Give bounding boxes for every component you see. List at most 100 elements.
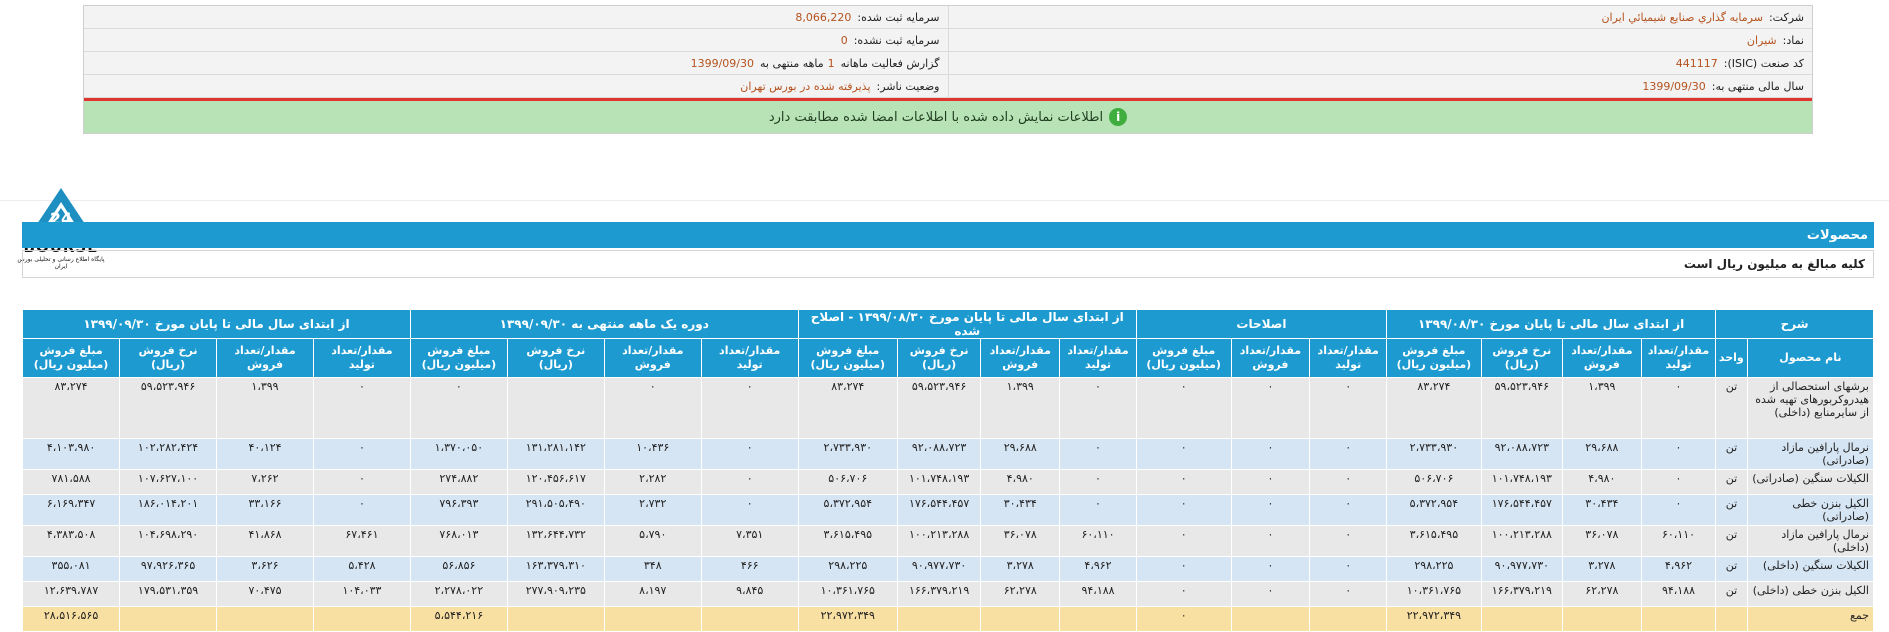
table-cell: ۱۰،۳۶۱،۷۶۵ bbox=[797, 581, 898, 607]
total-cell: ۰ bbox=[1135, 606, 1232, 632]
table-cell: ۴،۱۰۳،۹۸۰ bbox=[21, 438, 121, 470]
table-cell: ۵۰۶،۷۰۶ bbox=[797, 469, 898, 495]
table-cell: ۶۷،۴۶۱ bbox=[312, 525, 411, 557]
total-cell: ۲۸،۵۱۶،۵۶۵ bbox=[21, 606, 121, 632]
total-cell bbox=[216, 606, 314, 632]
amount-note: کلیه مبالغ به میلیون ریال است bbox=[22, 250, 1874, 278]
table-cell: ۳۰،۴۳۴ bbox=[980, 494, 1061, 526]
table-cell: ۲۹۸،۲۲۵ bbox=[1386, 556, 1482, 582]
table-cell: ۰ bbox=[1230, 377, 1311, 439]
table-cell: ۵۹،۵۲۳،۹۴۶ bbox=[119, 377, 218, 439]
table-cell: ۷،۲۶۲ bbox=[216, 469, 314, 495]
table-cell: تن bbox=[1715, 377, 1748, 439]
table-cell: ۴،۹۶۲ bbox=[1059, 556, 1137, 582]
table-cell: ۰ bbox=[1640, 438, 1717, 470]
isic-value: 441117 bbox=[1675, 56, 1718, 70]
table-cell: ۱۳۱،۲۸۱،۱۴۲ bbox=[506, 438, 605, 470]
table-cell: ۱،۳۹۹ bbox=[216, 377, 314, 439]
table-cell: ۰ bbox=[1230, 581, 1311, 607]
table-cell: ۰ bbox=[1309, 581, 1388, 607]
table-cell: ۰ bbox=[1135, 377, 1232, 439]
total-cell bbox=[119, 606, 218, 632]
total-cell bbox=[1561, 606, 1642, 632]
col-header: مبلغ فروش (میلیون ریال) bbox=[21, 338, 121, 378]
col-header: واحد bbox=[1715, 338, 1748, 378]
table-cell: ۰ bbox=[1059, 438, 1137, 470]
table-cell: ۵،۳۷۲،۹۵۴ bbox=[797, 494, 898, 526]
table-cell: ۱۲،۶۳۹،۷۸۷ bbox=[21, 581, 121, 607]
total-cell: ۲۲،۹۷۲،۳۴۹ bbox=[797, 606, 898, 632]
unregistered-capital-value: 0 bbox=[840, 33, 848, 47]
col-header: مبلغ فروش (میلیون ریال) bbox=[797, 338, 898, 378]
fiscal-year-value: 1399/09/30 bbox=[1642, 79, 1706, 93]
product-name-cell: الکیلات سنگین (صادراتی) bbox=[1746, 469, 1875, 495]
table-row: نرمال پارافین مازاد (داخلی) تن ۶۰،۱۱۰ ۳۶،۰۷… bbox=[21, 525, 1875, 557]
table-cell: ۱۲۰،۴۵۶،۶۱۷ bbox=[506, 469, 605, 495]
col-header: نرخ فروش (ریال) bbox=[119, 338, 218, 378]
table-cell: ۱۰۰،۲۱۳،۲۸۸ bbox=[896, 525, 982, 557]
table-cell: ۰ bbox=[700, 469, 799, 495]
col-header: نرخ فروش (ریال) bbox=[1480, 338, 1563, 378]
total-cell bbox=[506, 606, 605, 632]
product-name-cell: الکیلات سنگین (داخلی) bbox=[1746, 556, 1875, 582]
table-cell: ۴،۹۶۲ bbox=[1640, 556, 1717, 582]
table-cell: ۳۳،۱۶۶ bbox=[216, 494, 314, 526]
info-icon: i bbox=[1109, 108, 1128, 126]
product-name-cell: الکیل بنزن خطی (داخلی) bbox=[1746, 581, 1875, 607]
table-cell: ۰ bbox=[1135, 469, 1232, 495]
symbol-value[interactable]: شيران bbox=[1746, 33, 1777, 47]
table-cell: ۰ bbox=[1059, 469, 1137, 495]
table-cell: ۷۸۱،۵۸۸ bbox=[21, 469, 121, 495]
table-row: نرمال پارافین مازاد (صادراتی) تن ۰ ۲۹،۶۸۸ ۹۲… bbox=[21, 438, 1875, 470]
table-cell: ۵۹،۵۲۳،۹۴۶ bbox=[896, 377, 982, 439]
table-cell: ۰ bbox=[603, 377, 702, 439]
table-cell: ۹۰،۹۷۷،۷۳۰ bbox=[896, 556, 982, 582]
company-name[interactable]: سرمايه گذاري صنايع شيميائي ايران bbox=[1601, 10, 1763, 24]
table-cell: ۰ bbox=[1230, 469, 1311, 495]
total-cell bbox=[603, 606, 702, 632]
table-cell: ۰ bbox=[312, 469, 411, 495]
report-mid: ماهه منتهی به bbox=[759, 56, 824, 70]
table-cell: ۴۱،۸۶۸ bbox=[216, 525, 314, 557]
table-cell: ۱،۳۹۹ bbox=[1561, 377, 1642, 439]
table-cell: ۸۳،۲۷۴ bbox=[1386, 377, 1482, 439]
unregistered-capital-label: سرمايه ثبت نشده: bbox=[853, 33, 940, 47]
publisher-status-value: پذيرفته شده در بورس تهران bbox=[740, 79, 871, 93]
table-cell: ۳۶،۰۷۸ bbox=[980, 525, 1061, 557]
column-header-row: نام محصول واحد مقدار/تعداد تولید مقدار/ت… bbox=[21, 338, 1875, 378]
table-cell: ۵،۴۲۸ bbox=[312, 556, 411, 582]
table-cell: ۳،۶۲۶ bbox=[216, 556, 314, 582]
section-title: محصولات bbox=[1806, 227, 1868, 243]
table-cell: ۳۰،۴۳۴ bbox=[1561, 494, 1642, 526]
table-cell: ۰ bbox=[1135, 438, 1232, 470]
table-cell: ۶۰،۱۱۰ bbox=[1640, 525, 1717, 557]
table-cell: ۳،۲۷۸ bbox=[980, 556, 1061, 582]
table-cell: ۰ bbox=[1059, 377, 1137, 439]
symbol-label: نماد: bbox=[1782, 33, 1804, 47]
table-cell: ۵۰۶،۷۰۶ bbox=[1386, 469, 1482, 495]
table-row: برشهای استحصالی از هیدروکربورهای تهیه شد… bbox=[21, 377, 1875, 439]
col-header: مقدار/تعداد تولید bbox=[700, 338, 799, 378]
table-body: برشهای استحصالی از هیدروکربورهای تهیه شد… bbox=[21, 377, 1875, 632]
verification-notice: i اطلاعات نمایش داده شده با اطلاعات امضا… bbox=[84, 101, 1812, 133]
table-cell: ۰ bbox=[312, 377, 411, 439]
table-cell: ۱۷۶،۵۴۴،۴۵۷ bbox=[896, 494, 982, 526]
table-cell: ۱،۳۷۰،۰۵۰ bbox=[409, 438, 508, 470]
total-cell bbox=[312, 606, 411, 632]
info-row: شرکت: سرمايه گذاري صنايع شيميائي ايران سر… bbox=[84, 6, 1812, 29]
total-cell bbox=[1059, 606, 1137, 632]
table-cell: ۶۲،۲۷۸ bbox=[1561, 581, 1642, 607]
report-count: 1 bbox=[827, 56, 835, 70]
table-cell: تن bbox=[1715, 494, 1748, 526]
table-cell: ۰ bbox=[1309, 469, 1388, 495]
table-cell: تن bbox=[1715, 581, 1748, 607]
table-cell: ۷۶۸،۰۱۳ bbox=[409, 525, 508, 557]
table-cell: ۹۴،۱۸۸ bbox=[1640, 581, 1717, 607]
table-cell: ۹۲،۰۸۸،۷۲۳ bbox=[1480, 438, 1563, 470]
table-cell: ۶،۱۶۹،۳۴۷ bbox=[21, 494, 121, 526]
col-header: مقدار/تعداد تولید bbox=[1640, 338, 1717, 378]
product-name-cell: الکیل بنزن خطی (صادراتی) bbox=[1746, 494, 1875, 526]
report-date: 1399/09/30 bbox=[690, 56, 754, 70]
company-info-panel: شرکت: سرمايه گذاري صنايع شيميائي ايران سر… bbox=[83, 5, 1813, 134]
table-cell: ۱۶۶،۳۷۹،۲۱۹ bbox=[896, 581, 982, 607]
